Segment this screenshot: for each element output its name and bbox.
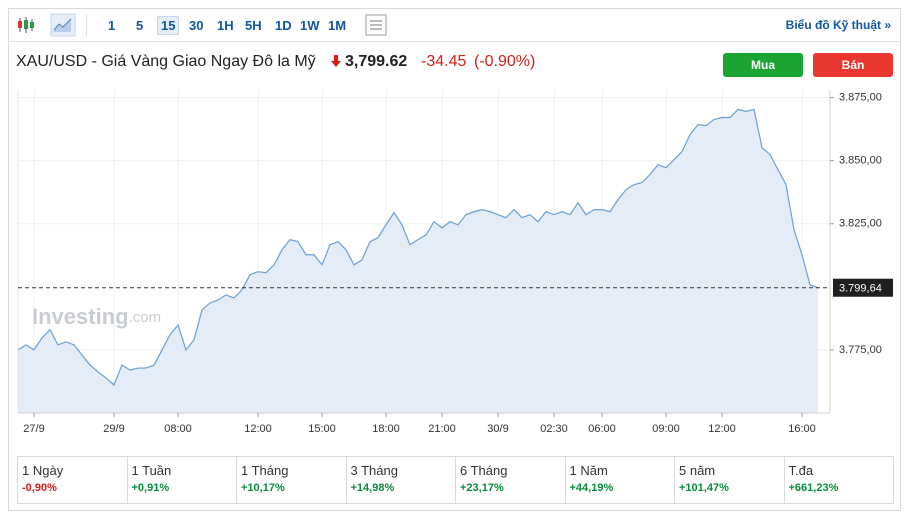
period-change: +661,23% [788, 482, 839, 494]
y-tick-label: 3.775,00 [839, 344, 882, 356]
last-price-tag [833, 278, 893, 297]
x-tick-label: 27/9 [23, 423, 44, 435]
period-label: 1 Năm [569, 463, 608, 478]
period-change: +44,19% [569, 482, 614, 494]
y-tick-label: 3.825,00 [839, 218, 882, 230]
watermark-suffix: .com [129, 309, 162, 326]
technical-chart-link[interactable]: Biểu đồ Kỹ thuật » [785, 18, 891, 32]
interval-button[interactable]: 1W [300, 18, 320, 33]
period-change: +101,47% [679, 482, 729, 494]
period-change: +10,17% [241, 482, 285, 494]
watermark-text: Investing [32, 304, 129, 329]
x-tick-label: 18:00 [372, 423, 400, 435]
performance-cell: 1 Tháng +10,17% [237, 457, 347, 503]
period-change: +0,91% [131, 482, 170, 494]
performance-cell: T.đa +661,23% [785, 457, 894, 503]
instrument-name: XAU/USD - Giá Vàng Giao Ngay Đô la Mỹ [16, 53, 316, 70]
x-tick-label: 29/9 [103, 423, 124, 435]
x-tick-label: 08:00 [164, 423, 192, 435]
x-tick-label: 12:00 [244, 423, 272, 435]
x-tick-label: 06:00 [588, 423, 616, 435]
period-change: +14,98% [350, 482, 395, 494]
interval-button[interactable]: 30 [189, 18, 204, 33]
period-label: 6 Tháng [460, 463, 508, 478]
performance-table: 1 Ngày -0,90% 1 Tuần +0,91% 1 Tháng +10,17% 3 … [17, 456, 894, 504]
period-label: 5 năm [679, 463, 716, 478]
toolbar: 1 5 15 30 1H 5H 1D 1W 1M Biểu đồ Kỹ thuật » [8, 8, 901, 42]
x-tick-label: 09:00 [652, 423, 680, 435]
period-label: 1 Tuần [131, 463, 172, 478]
period-change: -0,90% [22, 482, 57, 494]
performance-cell: 6 Tháng +23,17% [456, 457, 566, 503]
interval-button[interactable]: 1D [275, 18, 292, 33]
price-line [17, 108, 819, 387]
interval-button[interactable]: 1M [328, 18, 347, 33]
price-change: -34.45 [421, 53, 467, 70]
performance-cell: 3 Tháng +14,98% [347, 457, 456, 503]
x-tick-label: 02:30 [540, 423, 568, 435]
last-price-label: 3.799,64 [839, 283, 882, 295]
interval-button[interactable]: 5 [136, 18, 144, 33]
candles-icon[interactable] [16, 15, 36, 35]
area-icon[interactable] [50, 13, 76, 37]
down-arrow [331, 55, 341, 67]
y-tick-label: 3.875,00 [839, 91, 882, 103]
period-label: 3 Tháng [350, 463, 398, 478]
period-label: 1 Ngày [22, 463, 64, 478]
indicators-icon[interactable] [365, 14, 387, 36]
x-tick-label: 30/9 [487, 423, 508, 435]
period-change: +23,17% [460, 482, 504, 494]
period-label: 1 Tháng [241, 463, 289, 478]
area-fill [18, 109, 818, 413]
performance-cell: 5 năm +101,47% [675, 457, 785, 503]
performance-cell: 1 Tuần +0,91% [128, 457, 237, 503]
performance-cell: 1 Ngày -0,90% [18, 457, 128, 503]
period-label: T.đa [788, 463, 814, 478]
interval-button[interactable]: 1H [217, 18, 234, 33]
x-tick-label: 15:00 [308, 423, 336, 435]
buy-button[interactable]: Mua [723, 53, 803, 77]
x-tick-label: 21:00 [428, 423, 456, 435]
x-tick-label: 16:00 [788, 423, 816, 435]
interval-button[interactable]: 5H [245, 18, 262, 33]
interval-button[interactable]: 15 [157, 16, 180, 35]
chart: Investing.com 3.775,00 3.825,00 3.850,00 3.8… [17, 90, 893, 435]
widget-frame [8, 8, 901, 511]
interval-button[interactable]: 1 [108, 18, 116, 33]
sell-button[interactable]: Bán [813, 53, 893, 77]
x-tick-label: 12:00 [708, 423, 736, 435]
performance-cell: 1 Năm +44,19% [566, 457, 675, 503]
watermark: Investing.com [32, 304, 161, 329]
y-tick-label: 3.850,00 [839, 155, 882, 167]
price-change-pct: (-0.90%) [474, 53, 536, 70]
last-price: 3,799.62 [345, 53, 408, 70]
